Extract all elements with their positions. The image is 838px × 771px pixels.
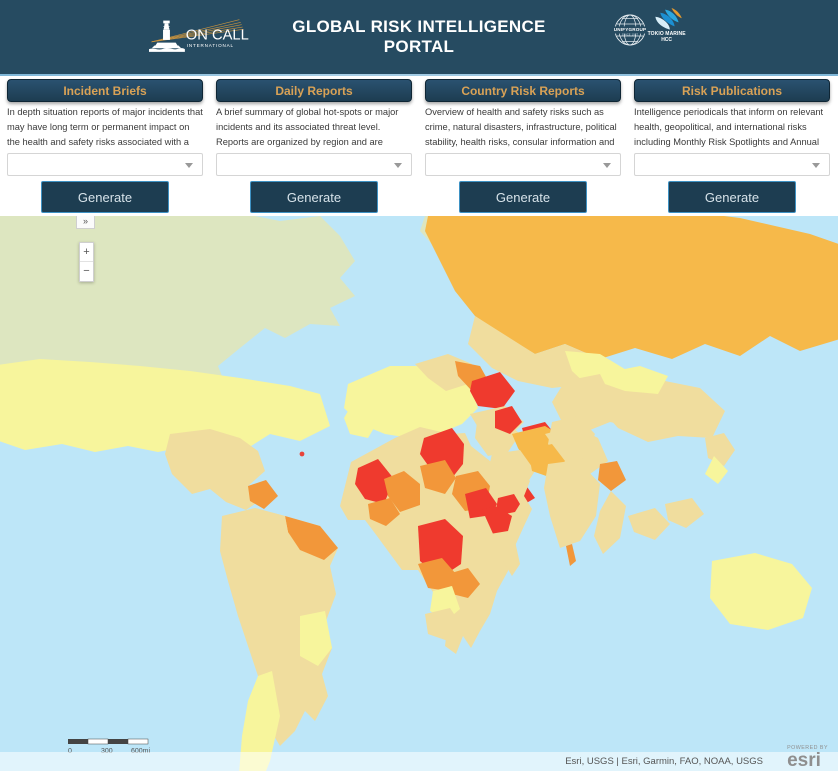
svg-text:SINCE 1927: SINCE 1927 — [622, 33, 639, 37]
svg-text:HCC: HCC — [661, 37, 672, 43]
svg-text:UNIFYGROUP: UNIFYGROUP — [614, 27, 647, 32]
